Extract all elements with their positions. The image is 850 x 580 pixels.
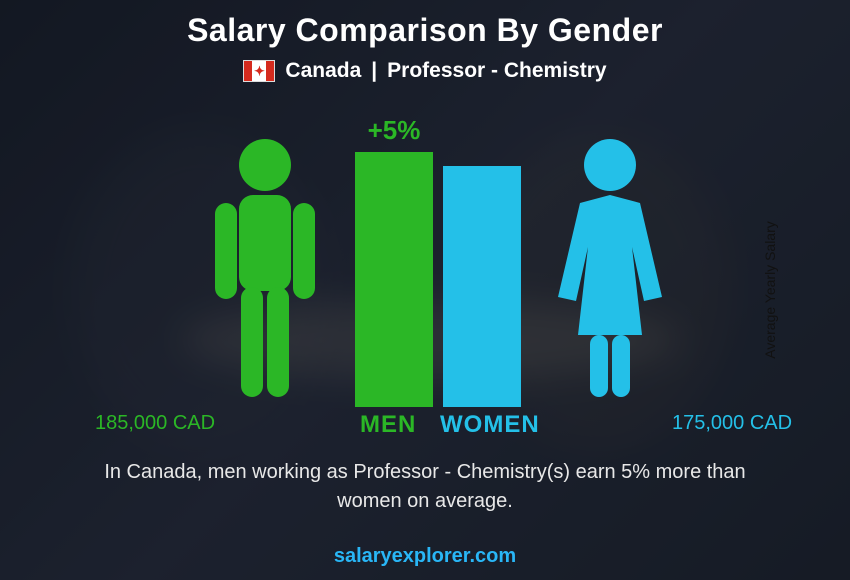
man-icon	[195, 137, 335, 407]
subtitle-row: ✦ Canada | Professor - Chemistry	[0, 59, 850, 83]
country-label: Canada	[285, 59, 361, 83]
job-title-label: Professor - Chemistry	[387, 59, 606, 83]
women-bar	[443, 166, 521, 407]
source-url: salaryexplorer.com	[0, 545, 850, 568]
canada-flag-icon: ✦	[243, 60, 275, 82]
infographic-canvas: Salary Comparison By Gender ✦ Canada | P…	[0, 0, 850, 580]
page-title: Salary Comparison By Gender	[0, 12, 850, 49]
woman-icon	[540, 137, 680, 407]
summary-text: In Canada, men working as Professor - Ch…	[0, 458, 850, 516]
header: Salary Comparison By Gender ✦ Canada | P…	[0, 12, 850, 83]
chart-area: +5% MEN WOMEN 185,000 CAD 175,0	[0, 115, 850, 445]
men-bar	[355, 152, 433, 407]
men-label: MEN	[360, 411, 416, 439]
women-label: WOMEN	[440, 411, 540, 439]
separator: |	[371, 59, 377, 83]
men-percent-label: +5%	[355, 115, 433, 146]
women-salary-value: 175,000 CAD	[672, 412, 792, 435]
y-axis-label: Average Yearly Salary	[761, 221, 777, 359]
men-salary-value: 185,000 CAD	[95, 412, 215, 435]
